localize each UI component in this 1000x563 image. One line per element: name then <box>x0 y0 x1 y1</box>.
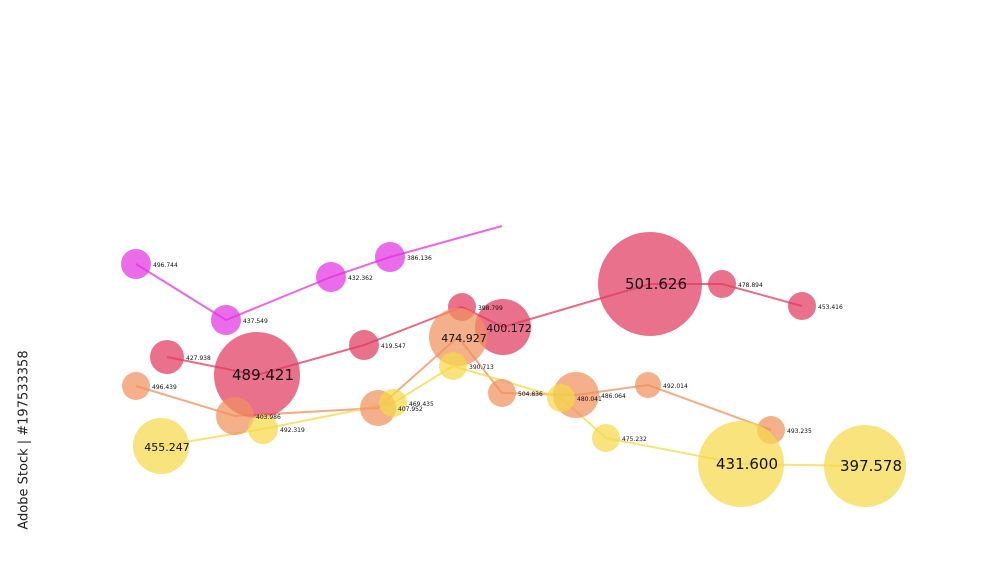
bubble-4-7 <box>698 421 784 507</box>
bubble-label: 432.362 <box>348 275 373 282</box>
bubble-2-1 <box>150 340 184 374</box>
bubble-3-1 <box>122 372 150 400</box>
bubble-4-5 <box>547 384 575 412</box>
bubble-label: 492.319 <box>280 427 305 434</box>
bubble-label: 496.439 <box>152 384 177 391</box>
bubble-label: 475.232 <box>622 436 647 443</box>
bubble-label: 397.578 <box>840 457 902 475</box>
bubble-label: 437.549 <box>243 318 268 325</box>
bubble-layer <box>121 232 906 507</box>
bubble-2-2 <box>214 332 300 418</box>
bubble-2-8 <box>788 292 816 320</box>
bubble-1-4 <box>375 242 405 272</box>
bubble-3-5 <box>488 379 516 407</box>
bubble-label: 455.247 <box>144 441 190 454</box>
bubble-label: 504.836 <box>518 391 543 398</box>
bubble-4-1 <box>133 418 189 474</box>
bubble-3-4 <box>429 308 487 366</box>
bubble-label: 489.421 <box>232 366 294 384</box>
bubble-label: 419.547 <box>381 343 406 350</box>
bubble-label: 501.626 <box>625 275 687 293</box>
label-layer: 496.744 437.549 432.362 386.136 427.938 489.4… <box>144 255 902 475</box>
bubble-label: 407.952 <box>398 406 423 413</box>
bubble-3-7 <box>635 372 661 398</box>
bubble-4-6 <box>592 424 620 452</box>
bubble-2-7 <box>708 270 736 298</box>
bubble-label: 403.986 <box>256 414 281 421</box>
bubble-label: 478.894 <box>738 282 763 289</box>
bubble-label: 431.600 <box>716 455 778 473</box>
bubble-label: 427.938 <box>186 355 211 362</box>
bubble-2-5 <box>475 299 531 355</box>
bubble-label: 469.435 <box>409 401 434 408</box>
bubble-3-2 <box>216 397 254 435</box>
bubble-1-3 <box>316 262 346 292</box>
bubble-label: 398.799 <box>478 305 503 312</box>
bubble-1-1 <box>121 249 151 279</box>
bubble-4-2 <box>248 414 278 444</box>
bubble-label: 486.064 <box>601 393 626 400</box>
bubble-label: 386.136 <box>407 255 432 262</box>
bubble-label: 390.713 <box>469 364 494 371</box>
bubble-4-8 <box>824 425 906 507</box>
bubble-label: 453.416 <box>818 304 843 311</box>
bubble-4-3 <box>379 389 407 417</box>
bubble-label: 493.235 <box>787 428 812 435</box>
bubble-2-3 <box>349 330 379 360</box>
bubble-label: 492.014 <box>663 383 688 390</box>
bubble-label: 496.744 <box>153 262 178 269</box>
bubble-2-6 <box>598 232 702 336</box>
bubble-label: 400.172 <box>486 322 532 335</box>
bubble-label: 480.041 <box>577 396 602 403</box>
bubble-label: 474.927 <box>441 332 487 345</box>
bubble-4-4 <box>439 352 467 380</box>
bubble-1-2 <box>211 305 241 335</box>
